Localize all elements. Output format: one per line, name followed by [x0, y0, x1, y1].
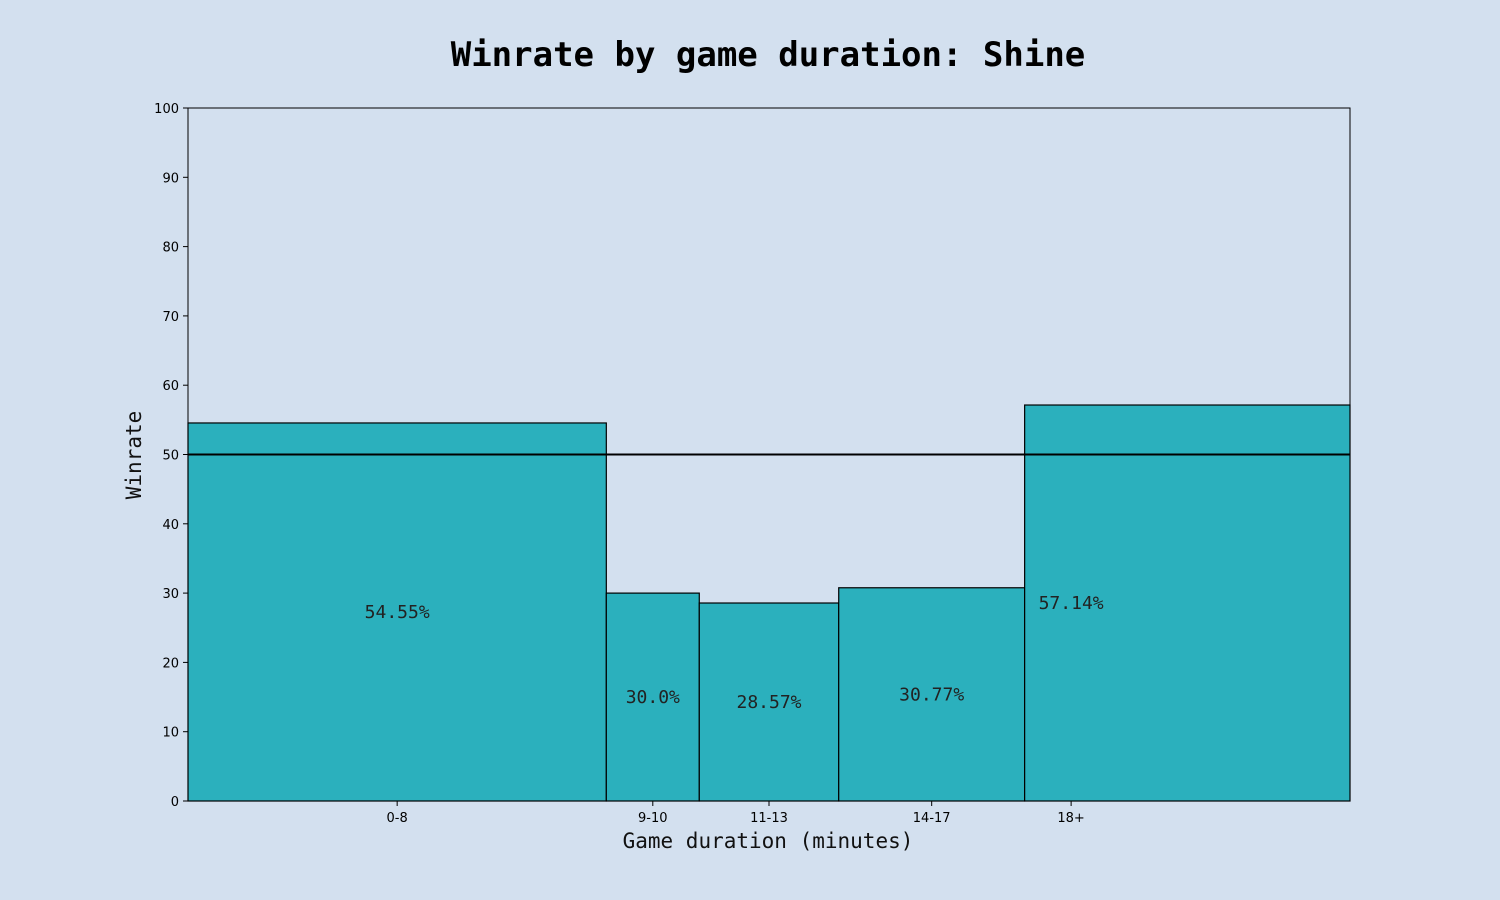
y-tick-label-30: 30	[162, 587, 179, 602]
y-tick-label-90: 90	[162, 171, 179, 186]
y-tick-label-80: 80	[162, 241, 179, 256]
data-label-0-8: 54.55%	[365, 602, 430, 623]
bar-14-17[interactable]	[838, 587, 1026, 802]
chart-title: Winrate by game duration: Shine	[451, 35, 1086, 75]
bar-0-8[interactable]	[187, 422, 607, 802]
plot-area: 54.55% 30.0% 28.57% 30.77% 57.14% 0 10 20 30 40 50…	[154, 102, 1351, 826]
x-tick-label-11-13: 11-13	[750, 811, 788, 826]
x-tick-label-14-17: 14-17	[913, 811, 951, 826]
x-axis-label: Game duration (minutes)	[623, 829, 914, 853]
x-tick-label-0-8: 0-8	[387, 811, 408, 826]
bar-11-13[interactable]	[698, 602, 840, 802]
y-tick-label-60: 60	[162, 379, 179, 394]
data-label-9-10: 30.0%	[626, 687, 680, 708]
y-tick-label-100: 100	[154, 102, 179, 117]
y-tick-label-0: 0	[171, 795, 179, 810]
y-tick-label-40: 40	[162, 518, 179, 533]
data-label-11-13: 28.57%	[736, 692, 801, 713]
x-tick-label-18+: 18+	[1057, 811, 1084, 826]
y-axis-label: Winrate	[122, 411, 146, 500]
y-tick-label-70: 70	[162, 310, 179, 325]
data-label-14-17: 30.77%	[899, 684, 964, 705]
y-tick-label-50: 50	[162, 449, 179, 464]
x-tick-label-9-10: 9-10	[638, 811, 668, 826]
bar-9-10[interactable]	[605, 592, 700, 802]
data-label-18+: 57.14%	[1039, 593, 1104, 614]
y-tick-label-20: 20	[162, 656, 179, 671]
bar-18+[interactable]	[1024, 404, 1351, 802]
y-tick-label-10: 10	[162, 726, 179, 741]
